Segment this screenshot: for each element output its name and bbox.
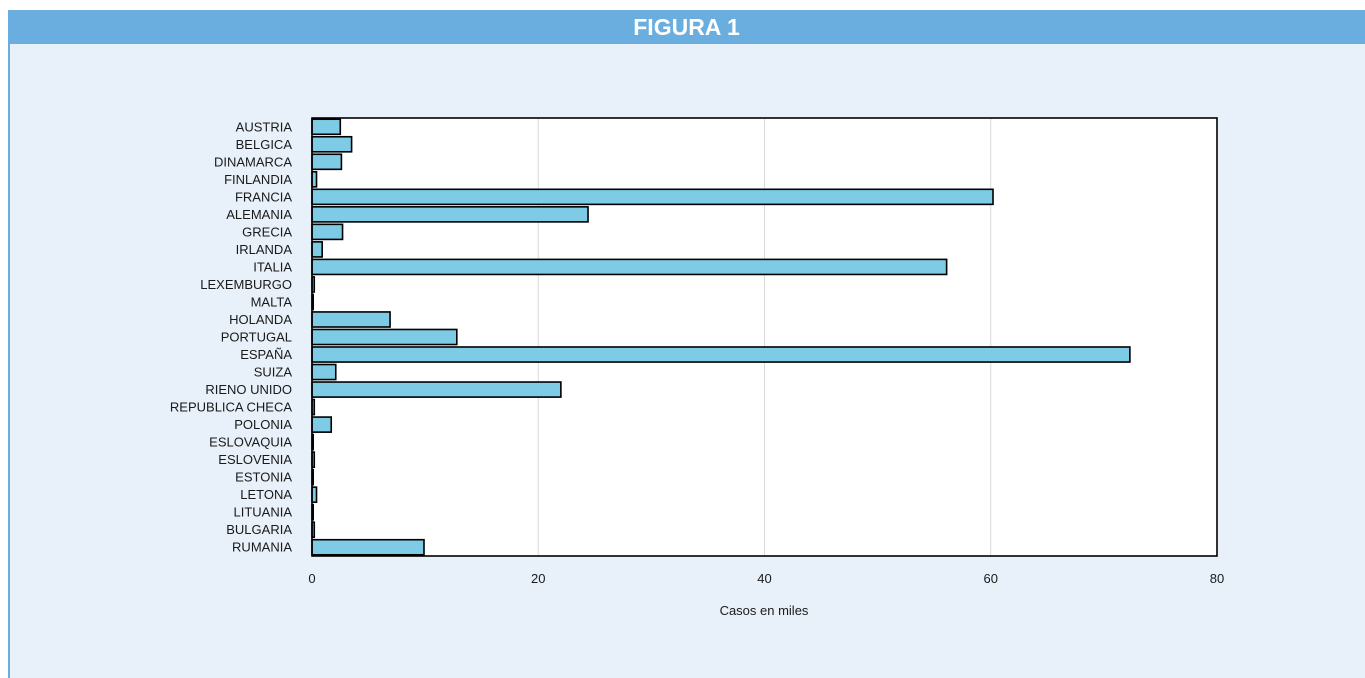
category-label: LEXEMBURGO bbox=[200, 277, 292, 292]
bar-austria bbox=[312, 119, 340, 134]
category-label: RUMANIA bbox=[232, 540, 292, 555]
category-label: AUSTRIA bbox=[236, 119, 293, 134]
category-label: ESLOVAQUIA bbox=[209, 435, 292, 450]
category-label: IRLANDA bbox=[236, 242, 293, 257]
x-tick-label: 0 bbox=[308, 571, 315, 586]
category-label: RIENO UNIDO bbox=[205, 382, 292, 397]
bar-grecia bbox=[312, 224, 343, 239]
bar-alemania bbox=[312, 207, 588, 222]
bar-rumania bbox=[312, 540, 424, 555]
bar-polonia bbox=[312, 417, 331, 432]
x-tick-label: 60 bbox=[984, 571, 998, 586]
category-label: HOLANDA bbox=[229, 312, 292, 327]
bar-belgica bbox=[312, 137, 352, 152]
bar-italia bbox=[312, 259, 947, 274]
category-label: DINAMARCA bbox=[214, 154, 292, 169]
bar-españa bbox=[312, 347, 1130, 362]
x-axis-label: Casos en miles bbox=[720, 603, 809, 618]
category-label: ESLOVENIA bbox=[218, 452, 292, 467]
x-tick-label: 80 bbox=[1210, 571, 1224, 586]
x-tick-label: 20 bbox=[531, 571, 545, 586]
category-label: BULGARIA bbox=[226, 522, 292, 537]
category-label: POLONIA bbox=[234, 417, 292, 432]
category-label: LITUANIA bbox=[233, 505, 292, 520]
bar-holanda bbox=[312, 312, 390, 327]
category-label: REPUBLICA CHECA bbox=[170, 400, 292, 415]
category-label: ESTONIA bbox=[235, 470, 292, 485]
category-label: MALTA bbox=[251, 294, 293, 309]
bar-dinamarca bbox=[312, 154, 341, 169]
category-label: ITALIA bbox=[253, 259, 292, 274]
category-label: ESPAÑA bbox=[240, 347, 292, 362]
category-label: PORTUGAL bbox=[221, 330, 292, 345]
category-label: GRECIA bbox=[242, 224, 292, 239]
category-label: FRANCIA bbox=[235, 189, 292, 204]
category-label: SUIZA bbox=[254, 365, 293, 380]
category-label: FINLANDIA bbox=[224, 172, 292, 187]
bar-francia bbox=[312, 189, 993, 204]
category-label: BELGICA bbox=[236, 137, 293, 152]
category-label: ALEMANIA bbox=[226, 207, 292, 222]
category-label: LETONA bbox=[240, 487, 292, 502]
bar-portugal bbox=[312, 329, 457, 344]
x-tick-label: 40 bbox=[757, 571, 771, 586]
bar-suiza bbox=[312, 365, 336, 380]
bar-irlanda bbox=[312, 242, 322, 257]
bar-rieno-unido bbox=[312, 382, 561, 397]
